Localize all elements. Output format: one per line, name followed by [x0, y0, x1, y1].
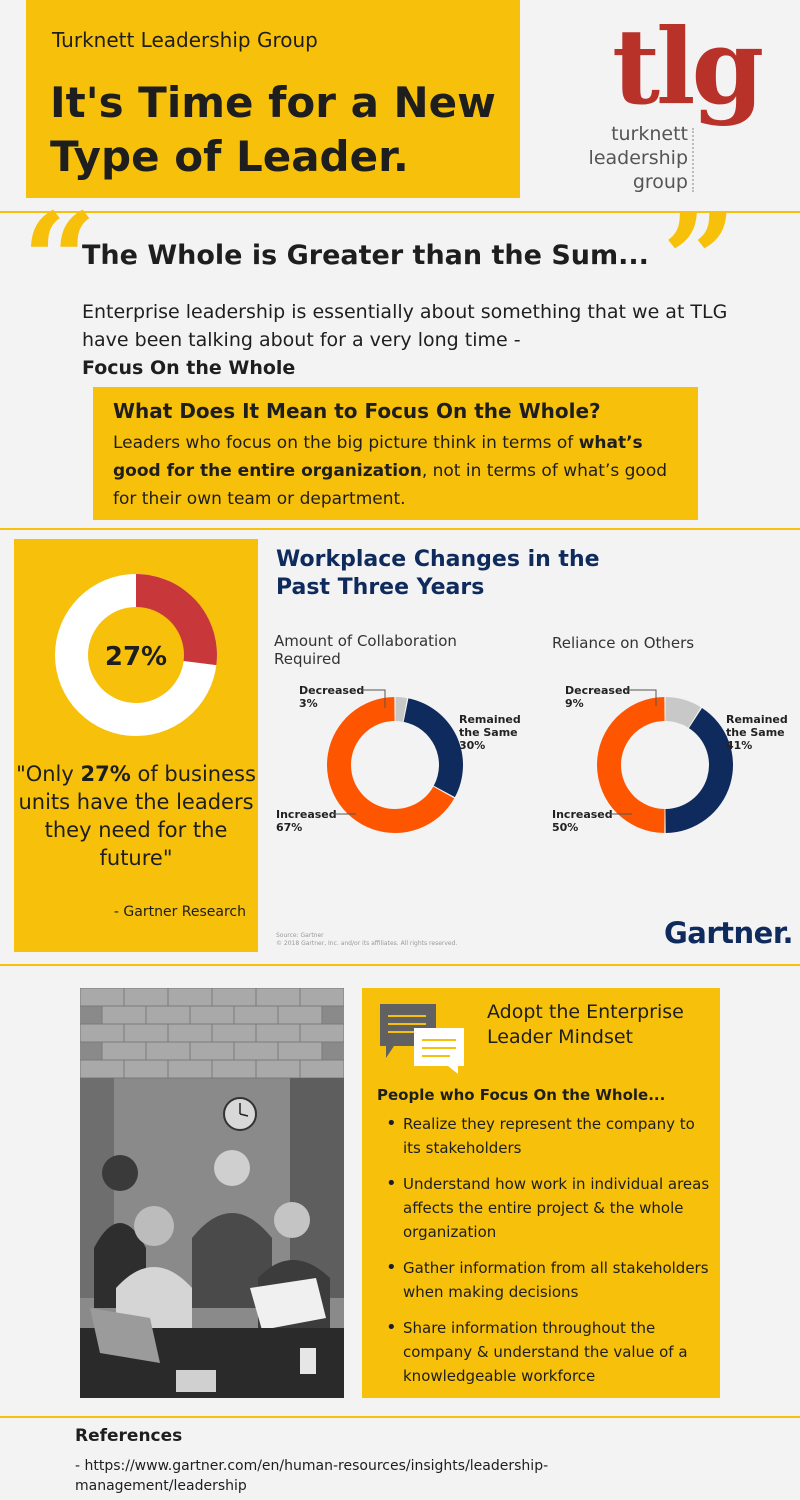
reliance-leader-increased — [610, 813, 632, 815]
divider — [0, 1416, 800, 1418]
intro-bold: Focus On the Whole — [82, 357, 296, 379]
focus-callout: What Does It Mean to Focus On the Whole?… — [93, 387, 698, 520]
collab-slice-remained-the-same — [403, 698, 463, 798]
stat-quote-2: of business units have the leaders they … — [18, 762, 256, 870]
reliance-donut-chart — [597, 697, 733, 833]
stat-quote-bold: 27% — [80, 762, 131, 786]
collab-chart-title: Amount of Collaboration Required — [274, 632, 457, 668]
collab-leader-increased — [334, 813, 356, 815]
focus-text-bold: what’s good for the entire organization — [113, 433, 643, 481]
focus-title: What Does It Mean to Focus On the Whole? — [113, 399, 601, 423]
intro-text: Enterprise leadership is essentially abo… — [82, 301, 728, 351]
reliance-slice-remained-the-same — [665, 707, 733, 833]
header-banner — [26, 0, 520, 198]
focus-text: Leaders who focus on the big picture thi… — [113, 429, 678, 513]
reliance-label-increased: Increased 50% — [552, 808, 613, 834]
reliance-label-decreased: Decreased 9% — [565, 684, 630, 710]
logo-line-3: group — [632, 171, 688, 193]
source-line-1: Source: Gartner — [276, 932, 324, 939]
stat-center-label: 27% — [105, 642, 167, 672]
open-quote-icon: “ — [22, 184, 97, 337]
list-item: Realize they represent the company to it… — [386, 1112, 716, 1160]
reliance-increased-name: Increased — [552, 808, 613, 821]
stat-donut-center — [88, 607, 184, 703]
section-title: The Whole is Greater than the Sum... — [82, 240, 649, 271]
tlg-logo-mark: tlg — [612, 5, 764, 128]
divider — [0, 528, 800, 530]
collab-decreased-value: 3% — [299, 697, 318, 710]
logo-line-1: turknett — [611, 123, 688, 145]
chart-source: Source: Gartner © 2018 Gartner, Inc. and… — [276, 932, 457, 948]
logo-line-2: leadership — [588, 147, 688, 169]
list-item: Share information throughout the company… — [386, 1316, 716, 1388]
mindset-list: Realize they represent the company to it… — [386, 1112, 716, 1400]
chat-bubbles-icon — [380, 1004, 464, 1074]
page-title: It's Time for a New Type of Leader. — [50, 78, 496, 181]
reliance-increased-value: 50% — [552, 821, 579, 834]
divider — [0, 964, 800, 966]
company-name: Turknett Leadership Group — [52, 28, 318, 52]
logo-divider — [692, 128, 694, 192]
focus-text-2: , not in terms of what’s good for their … — [113, 461, 668, 509]
collab-slice-decreased — [395, 697, 408, 722]
collab-leader-decreased — [362, 689, 386, 708]
reliance-decreased-name: Decreased — [565, 684, 631, 697]
intro-paragraph: Enterprise leadership is essentially abo… — [82, 298, 732, 382]
list-item: Understand how work in individual areas … — [386, 1172, 716, 1244]
collab-same-value: 30% — [459, 739, 486, 752]
collab-increased-name: Increased — [276, 808, 337, 821]
collab-slice-increased — [327, 697, 455, 833]
close-quote-icon: ” — [662, 184, 737, 337]
reference-link[interactable]: - https://www.gartner.com/en/human-resou… — [75, 1458, 549, 1494]
collab-label-decreased: Decreased 3% — [299, 684, 364, 710]
reliance-leader-decreased — [626, 689, 657, 706]
reliance-slice-increased — [597, 697, 665, 833]
divider — [0, 211, 800, 213]
collab-same-name: Remained the Same — [459, 713, 521, 739]
reliance-chart-title: Reliance on Others — [552, 634, 695, 652]
collab-donut-chart — [327, 697, 463, 833]
list-item: Gather information from all stakeholders… — [386, 1256, 716, 1304]
gartner-logo: Gartner. — [664, 916, 794, 950]
collab-label-increased: Increased 67% — [276, 808, 337, 834]
stat-quote-1: "Only — [16, 762, 74, 786]
reliance-same-value: 41% — [726, 739, 753, 752]
references-title: References — [75, 1426, 183, 1446]
tlg-logo-text: turknett leadership group — [560, 122, 688, 194]
mindset-title: Adopt the Enterprise Leader Mindset — [487, 1001, 684, 1048]
collab-label-same: Remained the Same 30% — [459, 713, 529, 752]
reliance-label-same: Remained the Same 41% — [726, 713, 796, 752]
reliance-same-name: Remained the Same — [726, 713, 788, 739]
collab-decreased-name: Decreased — [299, 684, 365, 697]
gartner-chart-title: Workplace Changes in the Past Three Year… — [276, 547, 600, 600]
team-photo — [80, 988, 344, 1398]
source-line-2: © 2018 Gartner, Inc. and/or its affiliat… — [276, 940, 458, 947]
focus-text-1: Leaders who focus on the big picture thi… — [113, 433, 574, 453]
reliance-slice-decreased — [665, 697, 701, 728]
collab-increased-value: 67% — [276, 821, 303, 834]
mindset-subtitle: People who Focus On the Whole... — [377, 1086, 666, 1104]
stat-source: - Gartner Research — [113, 904, 246, 920]
stat-donut-chart: 27% — [55, 574, 217, 736]
stat-quote: "Only 27% of business units have the lea… — [14, 760, 258, 872]
reliance-decreased-value: 9% — [565, 697, 584, 710]
